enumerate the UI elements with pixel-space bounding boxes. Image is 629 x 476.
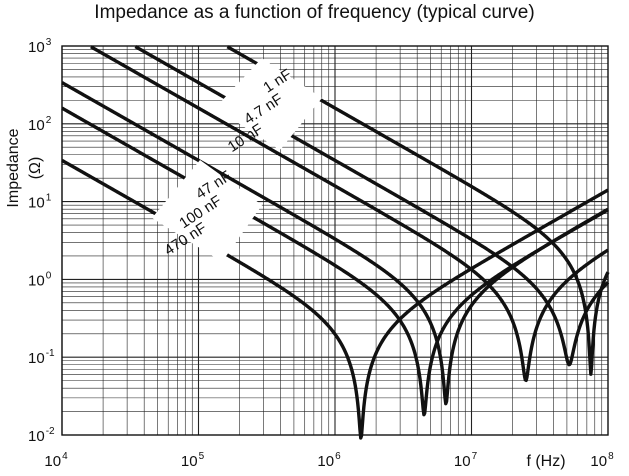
label-patch-lower — [152, 160, 262, 262]
y-tick-exponent: 3 — [46, 37, 52, 48]
y-tick-exponent: 1 — [46, 193, 52, 204]
y-tick-label: 100 — [28, 270, 52, 289]
y-tick-label: 10-2 — [28, 426, 55, 445]
y-tick-label: 102 — [28, 115, 52, 134]
y-tick-exponent: 0 — [46, 270, 52, 281]
x-tick-label: 107 — [454, 451, 478, 470]
x-tick-exponent: 4 — [62, 451, 68, 462]
y-tick-label: 10-1 — [28, 348, 55, 367]
curve-4-7-nf — [134, 45, 610, 367]
ylabel-unit: (Ω) — [27, 157, 44, 180]
y-tick-label: 101 — [28, 193, 52, 212]
xlabel: f (Hz) — [526, 453, 565, 470]
plot-frame — [61, 45, 609, 436]
x-tick-label: 108 — [590, 451, 614, 470]
curve-470-nf — [61, 158, 609, 440]
x-tick-label: 104 — [44, 451, 68, 470]
x-tick-exponent: 7 — [472, 451, 478, 462]
x-tick-exponent: 6 — [335, 451, 341, 462]
x-tick-label: 105 — [181, 451, 205, 470]
curve-10-nf — [89, 45, 609, 383]
ylabel-main: Impedance — [5, 128, 22, 207]
x-tick-exponent: 8 — [608, 451, 614, 462]
label-patch-upper — [215, 58, 322, 150]
y-tick-exponent: -1 — [46, 348, 55, 359]
y-tick-exponent: 2 — [46, 115, 52, 126]
curve-100-nf — [61, 106, 609, 417]
x-tick-label: 106 — [317, 451, 341, 470]
y-tick-exponent: -2 — [46, 426, 55, 437]
chart-title: Impedance as a function of frequency (ty… — [94, 2, 535, 23]
y-tick-label: 103 — [28, 37, 52, 56]
x-tick-exponent: 5 — [199, 451, 205, 462]
